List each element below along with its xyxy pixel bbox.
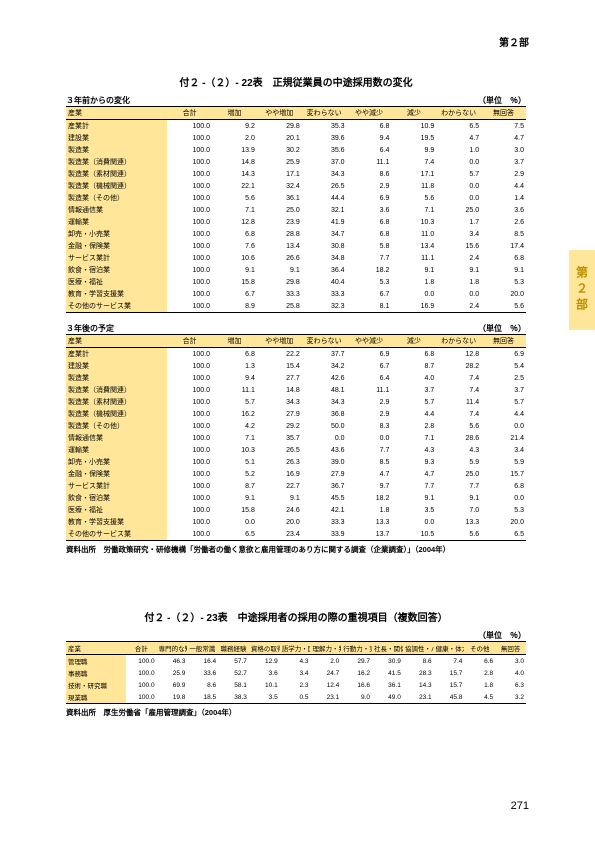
col-header: 専門的な知識・技能: [157, 642, 188, 655]
table-row: サービス業計100.08.722.736.79.77.77.76.8: [66, 480, 526, 492]
table-row: 製造業（その他）100.04.229.250.08.32.85.60.0: [66, 420, 526, 432]
table-row: 飲食・宿泊業100.09.19.136.418.29.19.19.1: [66, 264, 526, 276]
table-row: 教育・学習支援業100.06.733.333.36.70.00.020.0: [66, 288, 526, 300]
table-2: 産業合計増加やや増加変わらないやや減少減少わからない無回答 産業計100.06.…: [66, 334, 526, 541]
col-header: やや増加: [257, 335, 302, 348]
table-row: 製造業（その他）100.05.636.144.46.95.60.01.4: [66, 192, 526, 204]
col-header: 減少: [391, 335, 436, 348]
header-label: 第２部: [499, 34, 529, 49]
table-row: 現業職100.019.818.538.33.50.523.19.049.023.…: [66, 691, 526, 704]
col-header: その他: [464, 642, 495, 655]
col-header: 無回答: [495, 642, 526, 655]
sub2-left: ３年後の予定: [66, 323, 114, 334]
table-row: 製造業（機械関連）100.016.227.936.82.94.47.44.4: [66, 408, 526, 420]
table-row: 教育・学習支援業100.00.020.033.313.30.013.320.0: [66, 516, 526, 528]
table-row: 運輸業100.010.326.543.67.74.34.33.4: [66, 444, 526, 456]
col-header: 語学力・国際感覚: [280, 642, 311, 655]
col-header: やや減少: [347, 107, 392, 120]
table-row: 産業計100.06.822.237.76.96.812.86.9: [66, 348, 526, 361]
table-3: 産業合計専門的な知識・技能一般常識・教養職務経験資格の取得状況語学力・国際感覚理…: [66, 641, 526, 704]
col-header: わからない: [436, 335, 481, 348]
table-row: 卸売・小売業100.05.126.339.08.59.35.95.9: [66, 456, 526, 468]
sub2-right: （単位 ％）: [478, 323, 526, 334]
col-header: 協調性・バランス感覚: [403, 642, 434, 655]
table-row: 金融・保険業100.07.613.430.85.813.415.617.4: [66, 240, 526, 252]
table-row: 建設業100.01.315.434.26.78.728.25.4: [66, 360, 526, 372]
table-row: 建設業100.02.020.139.69.419.54.74.7: [66, 132, 526, 144]
table-row: その他のサービス業100.08.925.832.38.116.92.45.6: [66, 300, 526, 313]
col-header: わからない: [436, 107, 481, 120]
section-1-title: 付２ -（２）- 22表 正規従業員の中途採用数の変化: [66, 74, 526, 89]
table-row: サービス業計100.010.626.634.87.711.12.46.8: [66, 252, 526, 264]
table-row: 製造業（素材関連）100.05.734.334.32.95.711.45.7: [66, 396, 526, 408]
col-header: 変わらない: [302, 335, 347, 348]
col-header: 資格の取得状況: [249, 642, 280, 655]
col-header: 職務経験: [218, 642, 249, 655]
col-header: 増加: [212, 335, 257, 348]
table-row: 医療・福祉100.015.829.840.45.31.81.85.3: [66, 276, 526, 288]
col-header: 産業: [66, 335, 167, 348]
sub1-left: ３年前からの変化: [66, 95, 130, 106]
col-header: 増加: [212, 107, 257, 120]
col-header: 減少: [391, 107, 436, 120]
col-header: 無回答: [481, 107, 526, 120]
section-2-title: 付２ -（２）- 23表 中途採用者の採用の際の重視項目（複数回答）: [66, 609, 526, 624]
table-row: その他のサービス業100.06.523.433.913.710.55.66.5: [66, 528, 526, 541]
col-header: 産業: [66, 107, 167, 120]
table-row: 管理職100.046.316.457.712.94.32.029.730.98.…: [66, 655, 526, 668]
col-header: やや増加: [257, 107, 302, 120]
table-row: 製造業（機械関連）100.022.132.426.52.911.80.04.4: [66, 180, 526, 192]
table-row: 卸売・小売業100.06.828.834.76.811.03.48.5: [66, 228, 526, 240]
source-1: 資料出所 労働政策研究・研修機構「労働者の働く意欲と雇用管理のあり方に関する調査…: [66, 544, 526, 555]
col-header: 合計: [167, 335, 212, 348]
table-row: 産業計100.09.229.835.36.810.96.57.5: [66, 120, 526, 133]
col-header: 一般常識・教養: [187, 642, 218, 655]
table-row: 情報通信業100.07.135.70.00.07.128.621.4: [66, 432, 526, 444]
col-header: 行動力・実行力: [341, 642, 372, 655]
table-row: 運輸業100.012.823.941.96.810.31.72.6: [66, 216, 526, 228]
col-header: 理解力・判断力: [310, 642, 341, 655]
table-row: 製造業100.013.930.235.66.49.91.03.0: [66, 144, 526, 156]
table-row: 金融・保険業100.05.216.927.94.74.725.015.7: [66, 468, 526, 480]
source-2: 資料出所 厚生労働省「雇用管理調査」（2004年）: [66, 707, 526, 718]
table-row: 医療・福祉100.015.824.642.11.83.57.05.3: [66, 504, 526, 516]
col-header: 合計: [167, 107, 212, 120]
table-row: 製造業（素材関連）100.014.317.134.38.617.15.72.9: [66, 168, 526, 180]
col-header: 合計: [126, 642, 157, 655]
section-1: 付２ -（２）- 22表 正規従業員の中途採用数の変化 ３年前からの変化 （単位…: [66, 74, 526, 555]
col-header: 社長・関係者の推薦: [372, 642, 403, 655]
page-number: 271: [511, 800, 529, 812]
col-header: やや減少: [347, 335, 392, 348]
table-row: 製造業（消費関連）100.011.114.848.111.13.77.43.7: [66, 384, 526, 396]
col-header: 変わらない: [302, 107, 347, 120]
col-header: 健康・体力: [434, 642, 465, 655]
table-row: 事務職100.025.933.652.73.63.424.716.241.528…: [66, 667, 526, 679]
col-header: 産業: [66, 642, 126, 655]
table-1: 産業合計増加やや増加変わらないやや減少減少わからない無回答 産業計100.09.…: [66, 106, 526, 313]
side-tab: 第２部: [569, 250, 595, 330]
unit-2: （単位 ％）: [478, 630, 526, 641]
table-row: 技術・研究職100.069.98.658.110.12.312.416.636.…: [66, 679, 526, 691]
sub1-right: （単位 ％）: [478, 95, 526, 106]
col-header: 無回答: [481, 335, 526, 348]
table-row: 製造業100.09.427.742.66.44.07.42.5: [66, 372, 526, 384]
table-row: 情報通信業100.07.125.032.13.67.125.03.6: [66, 204, 526, 216]
section-2: 付２ -（２）- 23表 中途採用者の採用の際の重視項目（複数回答） （単位 ％…: [66, 609, 526, 718]
table-row: 飲食・宿泊業100.09.19.145.518.29.19.10.0: [66, 492, 526, 504]
table-row: 製造業（消費関連）100.014.825.937.011.17.40.03.7: [66, 156, 526, 168]
